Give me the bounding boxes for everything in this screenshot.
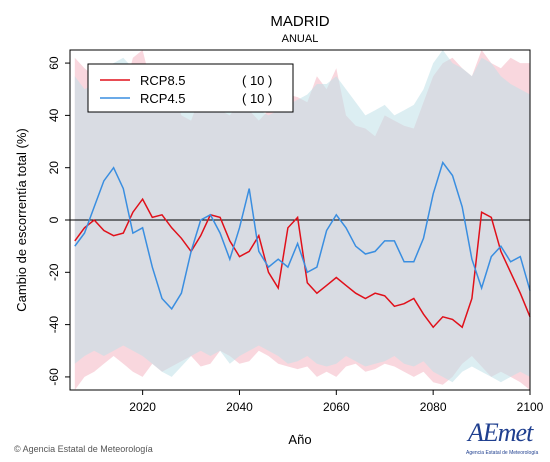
x-axis-label: Año — [288, 432, 311, 447]
x-tick-label: 2040 — [226, 400, 253, 414]
footer-credit: © Agencia Estatal de Meteorología — [14, 444, 153, 454]
y-tick-label: 0 — [47, 216, 61, 223]
copyright-icon: © — [14, 444, 21, 454]
x-tick-label: 2100 — [517, 400, 544, 414]
logo-subtext: Agencia Estatal de Meteorología — [466, 450, 539, 456]
legend-box — [87, 63, 294, 113]
legend: RCP8.5 ( 10 ) RCP4.5 ( 10 ) — [87, 63, 294, 113]
chart-title: MADRID — [270, 13, 329, 30]
logo-wordmark: AEmet — [468, 418, 533, 447]
y-tick-label: -60 — [47, 368, 61, 386]
y-axis-ticks: -60 -40 -20 0 20 40 60 — [47, 56, 70, 386]
x-tick-label: 2060 — [323, 400, 350, 414]
footer-credit-text: Agencia Estatal de Meteorología — [22, 444, 153, 454]
chart-subtitle: ANUAL — [282, 33, 319, 45]
y-tick-label: -20 — [47, 263, 61, 281]
aemet-logo: AEmet Agencia Estatal de Meteorología — [466, 418, 550, 462]
legend-count: ( 10 ) — [242, 73, 272, 88]
x-axis-ticks: 2020 2040 2060 2080 2100 — [129, 390, 544, 414]
y-tick-label: 20 — [47, 161, 61, 175]
x-tick-label: 2020 — [129, 400, 156, 414]
legend-label: RCP4.5 — [140, 91, 186, 106]
x-tick-label: 2080 — [420, 400, 447, 414]
legend-count: ( 10 ) — [242, 91, 272, 106]
y-tick-label: 40 — [47, 108, 61, 122]
series-line-rcp85 — [74, 197, 531, 329]
y-axis-label: Cambio de escorrentía total (%) — [14, 128, 29, 312]
series-line-rcp45 — [74, 160, 531, 311]
series-lines — [74, 160, 531, 329]
y-tick-label: -40 — [47, 316, 61, 334]
y-tick-label: 60 — [47, 56, 61, 70]
legend-label: RCP8.5 — [140, 73, 186, 88]
band-rcp45 — [74, 50, 531, 383]
